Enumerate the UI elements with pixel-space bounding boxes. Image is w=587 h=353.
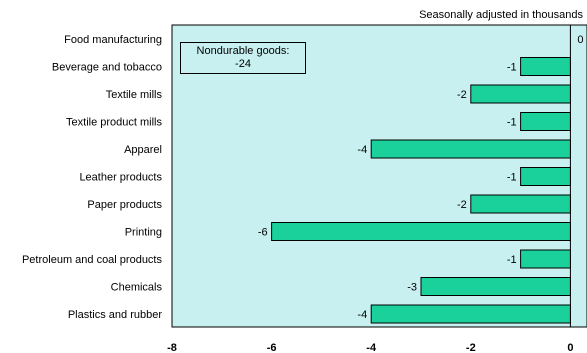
value-label: -1 — [507, 117, 517, 129]
x-tick-label: -2 — [466, 342, 476, 353]
x-tick-label: -8 — [167, 342, 177, 353]
category-label: Plastics and rubber — [68, 309, 162, 321]
x-tick-labels: -8-6-4-202 — [167, 342, 573, 353]
x-tick-label: -6 — [267, 342, 277, 353]
category-label: Beverage and tobacco — [52, 62, 162, 74]
x-tick-label: -4 — [366, 342, 377, 353]
value-label: -6 — [258, 227, 268, 239]
category-label: Leather products — [79, 172, 162, 184]
category-label: Food manufacturing — [64, 34, 162, 46]
category-label: Printing — [125, 227, 162, 239]
bar — [520, 167, 571, 186]
category-label: Apparel — [124, 144, 162, 156]
plot-area — [171, 24, 587, 328]
nondurable-goods-callout: Nondurable goods: -24 — [180, 42, 306, 74]
value-label: -1 — [507, 62, 517, 74]
value-label: -1 — [507, 172, 517, 184]
bar — [520, 57, 571, 76]
bars-group — [271, 57, 571, 324]
bar — [370, 139, 571, 159]
category-label: Textile mills — [106, 89, 163, 101]
value-label: -4 — [357, 309, 367, 321]
category-label: Petroleum and coal products — [22, 254, 163, 266]
bar — [520, 112, 571, 131]
value-labels: 0 -1 -2 -1 -4 -1 -2 -6 -1 -3 -4 — [258, 34, 584, 321]
callout-value: -24 — [235, 58, 251, 70]
value-label: -3 — [407, 282, 417, 294]
category-label: Paper products — [87, 199, 162, 211]
units-note: Seasonally adjusted in thousands — [419, 9, 583, 21]
category-labels: Food manufacturing Beverage and tobacco Te… — [22, 34, 163, 321]
bar — [520, 249, 571, 269]
category-label: Chemicals — [111, 282, 163, 294]
callout-label: Nondurable goods: — [196, 45, 290, 57]
bar — [370, 304, 571, 324]
value-label: 0 — [577, 34, 583, 46]
bar — [271, 222, 571, 241]
value-label: -1 — [507, 254, 517, 266]
bar — [470, 194, 571, 214]
value-label: -2 — [457, 199, 467, 211]
bar — [420, 277, 571, 296]
category-label: Textile product mills — [66, 117, 162, 129]
value-label: -4 — [357, 144, 367, 156]
bar — [470, 84, 571, 104]
value-label: -2 — [457, 89, 467, 101]
x-tick-label: 0 — [567, 342, 573, 353]
